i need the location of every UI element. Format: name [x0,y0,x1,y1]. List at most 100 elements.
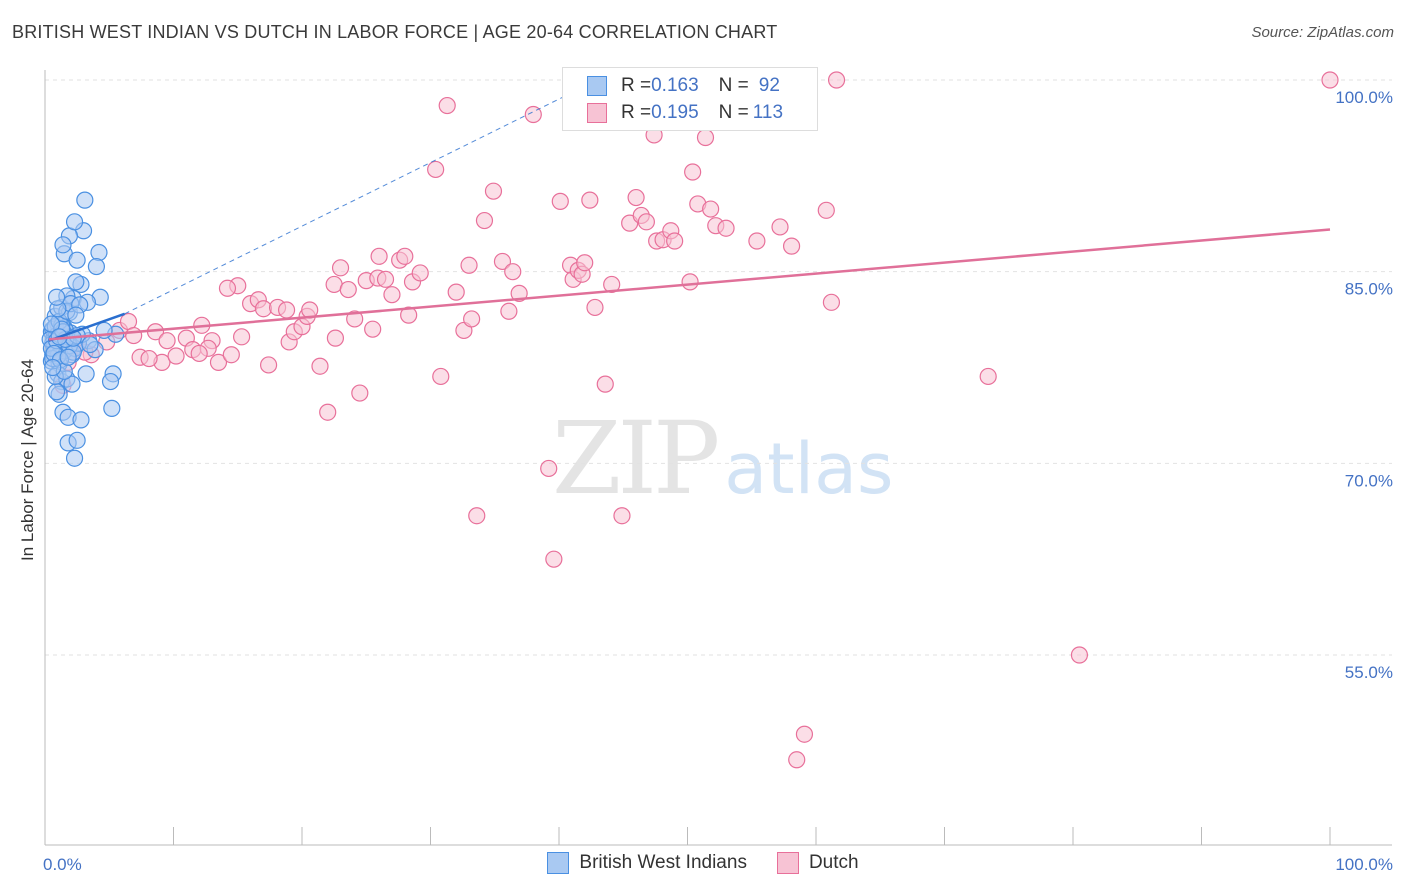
blue-point [103,399,121,417]
pink-point [788,751,806,769]
pink-point [979,367,997,386]
pink-point [463,310,481,328]
n-label: N = [718,75,749,96]
pink-point [326,329,345,347]
blue-swatch [587,76,607,96]
n-label: N = [718,102,749,123]
pink-point [827,71,846,89]
pink-point [254,300,273,318]
pink-point [218,279,237,297]
blue-point [63,375,81,393]
pink-point [696,128,715,147]
pink-point [681,273,699,291]
pink-point [400,306,418,324]
pink-point [411,264,429,282]
r-label: R = [621,75,652,96]
blue-point [47,383,66,401]
blue-point [77,365,95,383]
pink-point [666,232,684,250]
pink-point [259,356,278,374]
blue-point [65,213,84,231]
pink-point [817,201,835,219]
pink-point [331,259,350,277]
pink-point [427,160,445,179]
blue-point [44,358,62,377]
pink-point [125,326,143,345]
pink-point [504,263,522,281]
pink-point [475,211,494,230]
pink-point [1070,646,1089,664]
blue-point [67,306,85,324]
pink-point [484,182,503,200]
pink-point [447,283,465,301]
blue-point [67,273,85,291]
pink-point [576,254,594,272]
pink-point [396,247,414,265]
n-value: 92 [758,75,780,96]
blue-point [59,348,77,366]
pink-point [222,346,240,364]
pink-point [540,459,558,478]
pink-point [233,328,251,346]
pink-point [438,96,456,115]
pink-point [1321,71,1339,89]
r-value: 0.195 [651,102,699,123]
legend-label: British West Indians [579,852,747,873]
pink-point [319,403,337,421]
legend-item-british-west-indians[interactable]: British West Indians [547,852,747,874]
blue-point [47,288,66,306]
blue-trend-extension [124,73,611,315]
pink-point [581,191,599,209]
pink-point [702,200,720,218]
blue-point [90,243,108,262]
pink-point [524,105,542,124]
watermark: ZIP atlas [552,400,893,517]
n-value: 113 [752,102,784,123]
blue-point [72,411,90,429]
pink-point [339,280,357,299]
blue-point [54,236,72,254]
r-value: 0.163 [651,75,699,96]
pink-point [460,256,478,274]
pink-point [545,550,563,568]
pink-point [627,188,645,207]
watermark-atlas: atlas [724,428,894,510]
pink-point [277,301,296,319]
blue-point [76,191,94,209]
pink-point [596,375,614,393]
legend-label: Dutch [808,852,859,873]
pink-point [771,218,789,236]
pink-point [510,284,528,302]
r-label: R = [621,102,652,123]
pink-point [364,320,382,338]
pink-point [782,237,801,255]
pink-point [376,270,395,288]
pink-point [432,367,450,386]
pink-point [822,293,841,311]
blue-point [68,251,86,269]
pink-point [167,347,185,365]
pink-point [551,192,569,210]
pink-point [586,298,604,317]
pink-point [140,349,158,368]
blue-point [101,372,120,391]
pink-point [748,232,766,250]
y-tick-label: 70.0% [1345,471,1393,490]
stats-legend: R = 0.163 N = 92 R = 0.195 N = 113 [562,67,818,131]
legend-item-dutch[interactable]: Dutch [776,852,859,874]
pink-point [158,332,176,350]
blue-point [68,431,86,449]
stats-legend-row-blue: R = 0.163 N = 92 [587,74,780,98]
blue-point [81,335,99,354]
blue-swatch [547,852,570,874]
pink-point [603,275,621,294]
x-tick-label: 0.0% [43,855,82,874]
pink-point [346,310,364,328]
pink-swatch [587,103,607,123]
y-tick-label: 55.0% [1345,663,1393,682]
pink-point [370,247,388,265]
watermark-zip: ZIP [552,400,720,517]
pink-point [684,163,702,181]
stats-legend-row-pink: R = 0.195 N = 113 [587,101,783,125]
